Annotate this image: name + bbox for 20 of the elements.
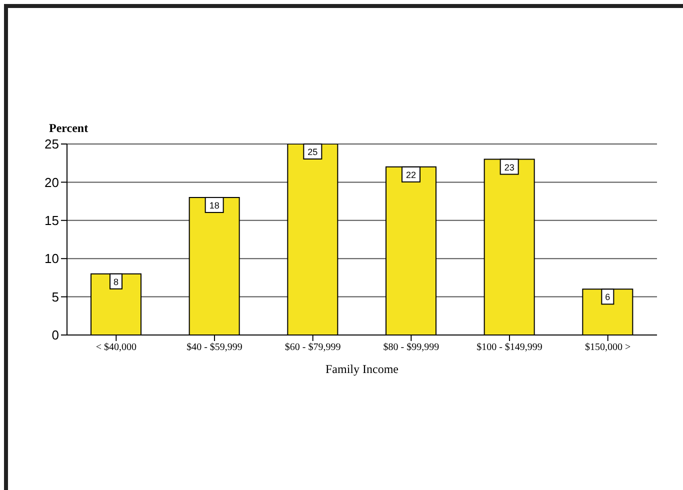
y-tick-label: 10 [44,251,59,266]
data-label: 22 [406,170,416,180]
data-label: 8 [113,276,119,287]
x-tick-label: $80 - $99,999 [383,342,440,354]
x-tick-label: < $40,000 [96,342,136,354]
data-label: 18 [209,200,220,210]
data-label: 6 [605,292,610,302]
x-tick-label: $60 - $79,999 [284,342,341,354]
y-tick-label: 0 [52,328,59,343]
y-tick-label: 25 [44,136,59,152]
x-tick-label: $100 - $149,999 [476,342,542,354]
x-tick-label: $40 - $59,999 [186,342,242,354]
x-tick-label: $150,000 > [585,342,632,354]
data-label: 25 [308,147,318,157]
y-tick-label: 20 [44,174,59,190]
data-label: 23 [504,162,514,172]
x-axis-title: Family Income [326,362,398,376]
y-axis-title: Percent [49,121,88,136]
y-tick-label: 5 [52,289,59,304]
y-tick-label: 15 [44,213,59,228]
